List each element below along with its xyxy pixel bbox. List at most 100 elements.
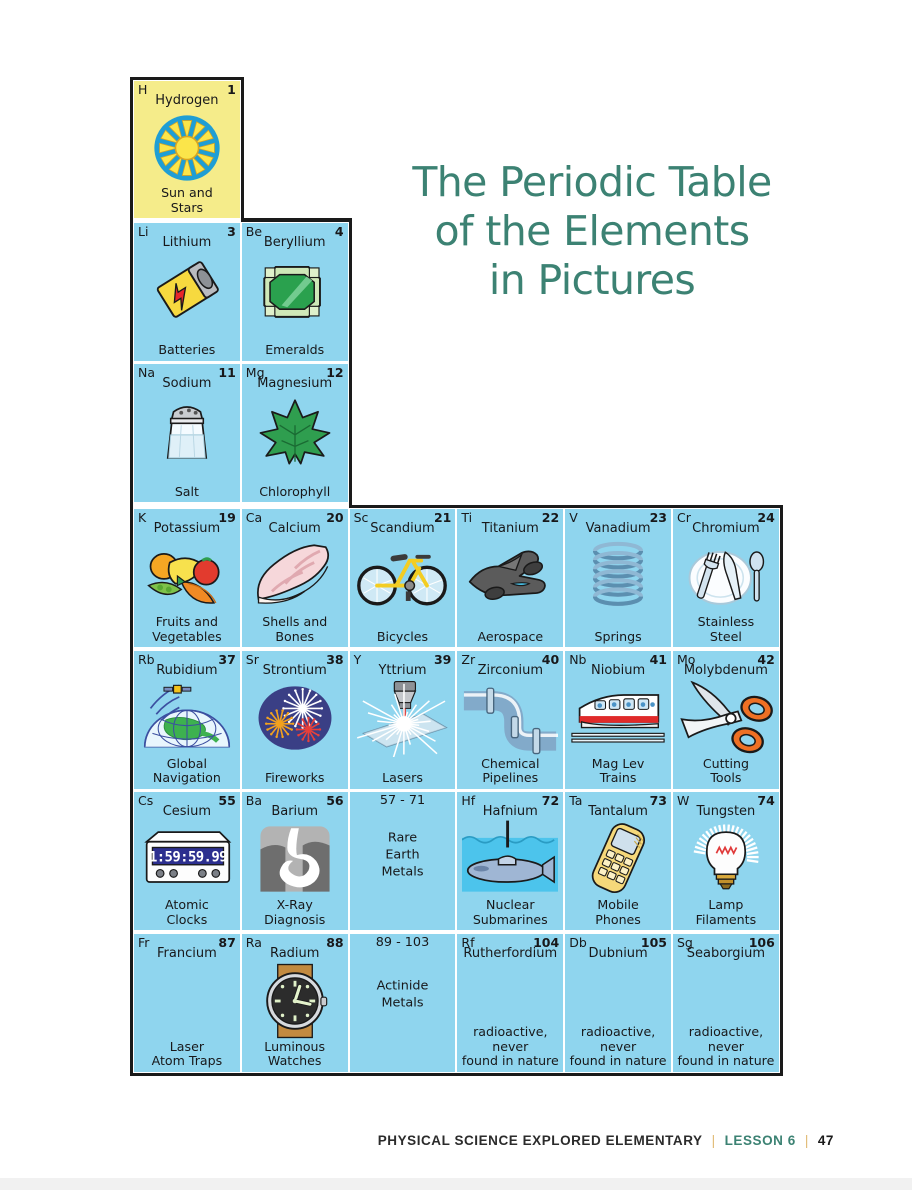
element-symbol: Fr	[138, 934, 150, 950]
element-name: Rutherfordium	[463, 945, 558, 961]
element-cell-w[interactable]: W 74 Tungsten Lamp Filaments	[672, 791, 780, 931]
element-cell-rf[interactable]: Rf 104 Rutherfordium radioactive, never foun…	[456, 932, 565, 1073]
element-name: Titanium	[481, 521, 539, 536]
element-cell-ra[interactable]: Ra 88 Radium Luminous Watches	[240, 932, 349, 1073]
element-use-caption: Springs	[594, 628, 642, 644]
element-symbol: Zr	[461, 651, 476, 667]
atomic-number: 11	[218, 365, 236, 380]
element-symbol: Nb	[569, 651, 587, 667]
element-symbol: Cs	[138, 793, 154, 808]
atomic-number: 21	[433, 510, 452, 525]
element-use-caption: Laser Atom Traps	[151, 1038, 223, 1068]
element-cell-ca[interactable]: Ca 20 Calcium Shells and Bones	[240, 508, 349, 648]
element-use-caption: Atomic Clocks	[165, 897, 209, 927]
element-cell-h[interactable]: H 1 Hydrogen Sun and Stars	[133, 80, 241, 219]
element-use-caption: Salt	[174, 483, 199, 499]
group-range-label: 57 - 71	[379, 793, 426, 808]
atomic-number: 42	[757, 651, 775, 667]
element-use-caption: Fireworks	[264, 770, 325, 785]
atomic-number: 19	[218, 510, 236, 525]
atomic-number: 74	[757, 793, 775, 808]
sun-icon	[134, 109, 240, 186]
element-name: Hafnium	[482, 804, 538, 819]
element-name: Niobium	[591, 662, 646, 678]
element-cell-be[interactable]: Be 4 Beryllium Emeralds	[240, 221, 349, 362]
element-cell-na[interactable]: Na 11 Sodium Salt	[133, 363, 241, 503]
page-title: The Periodic Table of the Elements in Pi…	[390, 158, 794, 305]
element-use-caption: Luminous Watches	[264, 1038, 326, 1068]
xray-stomach-icon	[242, 820, 348, 898]
element-use-caption: Aerospace	[477, 628, 544, 644]
emerald-gem-icon	[242, 251, 348, 329]
element-cell-k[interactable]: K 19 Potassium Fruits and Vegetables	[133, 508, 241, 648]
element-use-caption: Mag Lev Trains	[591, 755, 645, 785]
element-cell-ta[interactable]: Ta 73 Tantalum Mobile Phones	[564, 791, 672, 931]
atomic-number: 41	[649, 651, 667, 667]
element-use-caption: Mobile Phones	[595, 897, 641, 927]
footer-divider-2: |	[804, 1133, 809, 1148]
element-cell-nb[interactable]: Nb 41 Niobium Mag Lev Trains	[564, 649, 672, 790]
element-use-caption: Cutting Tools	[702, 755, 749, 785]
atomic-number: 72	[541, 793, 560, 808]
element-cell-v[interactable]: V 23 Vanadium Springs	[564, 508, 672, 648]
title-line-3: in Pictures	[488, 256, 696, 304]
element-cell-y[interactable]: Y 39 Yttrium Lasers	[348, 649, 457, 790]
element-name: Scandium	[370, 521, 435, 536]
scissors-icon	[673, 679, 779, 757]
element-cell-sg[interactable]: Sg 106 Seaborgium radioactive, never found i…	[672, 932, 780, 1073]
element-cell-mg[interactable]: Mg 12 Magnesium Chlorophyll	[240, 363, 349, 503]
pipeline-icon	[457, 679, 563, 757]
fruits-vegetables-icon	[134, 537, 240, 615]
element-symbol: Rf	[461, 934, 475, 950]
periodic-table: H 1 Hydrogen Sun and Stars Li 3 Lithium Batterie…	[129, 76, 784, 1080]
seashell-icon	[242, 537, 348, 615]
element-use-caption: X-Ray Diagnosis	[264, 897, 326, 927]
element-name: Beryllium	[263, 234, 326, 250]
element-cell-ba[interactable]: Ba 56 Barium X-Ray Diagnosis	[240, 791, 349, 931]
element-name: Strontium	[262, 662, 327, 678]
element-name: Rubidium	[156, 662, 218, 678]
element-use-caption: Batteries	[158, 342, 216, 357]
element-symbol: W	[677, 793, 690, 808]
element-cell-rb[interactable]: Rb 37 Rubidium Global Navigation	[133, 649, 241, 790]
element-cell-zr[interactable]: Zr 40 Zirconium Chemical Pipelines	[456, 649, 565, 790]
element-symbol: H	[138, 82, 148, 97]
footer-divider-1: |	[711, 1133, 716, 1148]
element-cell-ti[interactable]: Ti 22 Titanium Aerospace	[456, 508, 565, 648]
element-cell-sr[interactable]: Sr 38 Strontium Fireworks	[240, 649, 349, 790]
element-name: Tantalum	[588, 804, 648, 819]
element-symbol: Mo	[677, 651, 696, 667]
svg-text:1:59:59.99: 1:59:59.99	[149, 849, 227, 865]
element-cell-cs[interactable]: Cs 55 Cesium Atomic Clocks 1:59:59.99	[133, 791, 241, 931]
element-use-caption: Lamp Filaments	[695, 897, 757, 927]
group-name-label: Actinide Metals	[376, 978, 429, 1011]
element-use-caption: Nuclear Submarines	[472, 897, 548, 927]
element-name: Tungsten	[696, 804, 756, 819]
element-use-caption: Lasers	[382, 770, 423, 785]
element-name: Radium	[269, 945, 320, 961]
element-cell-sc[interactable]: Sc 21 Scandium Bicycles	[348, 508, 457, 648]
group-cell-89-103[interactable]: 89 - 103 Actinide Metals	[348, 932, 457, 1073]
element-name: Sodium	[162, 376, 212, 391]
group-cell-57-71[interactable]: 57 - 71 Rare Earth Metals	[348, 791, 457, 931]
element-symbol: Be	[245, 223, 263, 239]
element-cell-mo[interactable]: Mo 42 Molybdenum Cutting Tools	[672, 649, 780, 790]
element-symbol: Sc	[353, 510, 369, 525]
element-use-caption: Chemical Pipelines	[481, 755, 540, 785]
element-cell-fr[interactable]: Fr 87 Francium Laser Atom Traps	[133, 932, 241, 1073]
element-cell-hf[interactable]: Hf 72 Hafnium Nuclear Submarines	[456, 791, 565, 931]
element-name: Calcium	[268, 521, 321, 536]
element-name: Vanadium	[585, 521, 651, 536]
atomic-number: 73	[649, 793, 667, 808]
mobile-phone-icon	[565, 820, 671, 898]
battery-icon	[134, 251, 240, 329]
element-cell-cr[interactable]: Cr 24 Chromium Stainless Steel	[672, 508, 780, 648]
bicycle-icon	[350, 537, 456, 615]
element-symbol: Rb	[138, 651, 155, 667]
element-cell-li[interactable]: Li 3 Lithium Batteries	[133, 221, 241, 362]
element-cell-db[interactable]: Db 105 Dubnium radioactive, never found in n…	[564, 932, 672, 1073]
element-name: Barium	[271, 804, 319, 819]
atomic-number: 38	[326, 651, 344, 667]
frame-right-hydrogen	[240, 76, 245, 222]
